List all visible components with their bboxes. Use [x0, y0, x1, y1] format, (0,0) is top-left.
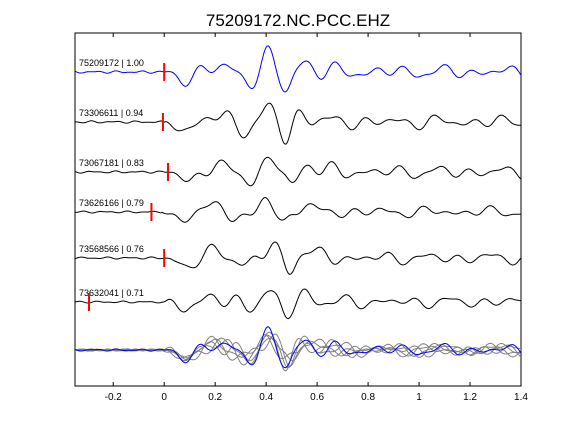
trace-line — [75, 102, 522, 145]
x-tick-label: 0.4 — [259, 392, 273, 403]
trace-label: 73626166 | 0.79 — [79, 198, 144, 208]
x-tick-label: 0.6 — [310, 392, 324, 403]
chart-title: 75209172.NC.PCC.EHZ — [206, 11, 390, 30]
trace-label: 73306611 | 0.94 — [79, 108, 143, 118]
x-tick-label: 0.2 — [208, 392, 222, 403]
x-tick-label: 1.4 — [514, 392, 528, 403]
stack-trace — [74, 326, 522, 369]
trace-label: 73067181 | 0.83 — [79, 158, 144, 168]
trace-rows: 75209172 | 1.00 73306611 | 0.94 73067181 |… — [74, 45, 522, 320]
x-axis: -0.2 0 0.2 0.4 0.6 0.8 1 1.2 1.4 — [105, 33, 528, 403]
x-tick-label: 0.8 — [361, 392, 375, 403]
x-tick-label: 1.2 — [463, 392, 477, 403]
trace-line — [74, 156, 522, 187]
x-tick-label: -0.2 — [105, 392, 123, 403]
trace-label: 75209172 | 1.00 — [79, 58, 144, 68]
trace-label: 73632041 | 0.71 — [79, 288, 144, 298]
trace-line — [75, 196, 522, 223]
trace-line — [74, 288, 521, 320]
trace-label: 73568566 | 0.76 — [79, 244, 144, 254]
axes-frame — [74, 32, 522, 387]
x-tick-label: 1 — [416, 392, 422, 403]
x-tick-label: 0 — [161, 392, 167, 403]
overlay-stack — [74, 326, 522, 372]
trace-line — [74, 241, 522, 275]
trace-line — [74, 45, 522, 93]
